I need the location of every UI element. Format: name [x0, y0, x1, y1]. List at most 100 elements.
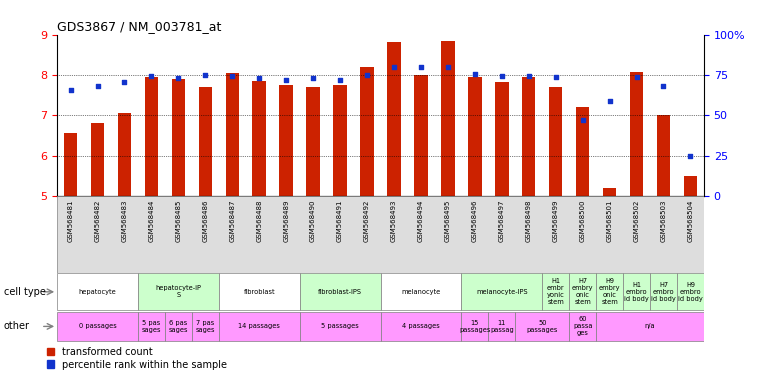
- Text: GDS3867 / NM_003781_at: GDS3867 / NM_003781_at: [57, 20, 221, 33]
- Bar: [603, 188, 616, 196]
- Bar: [64, 133, 78, 196]
- Text: GSM568485: GSM568485: [175, 200, 181, 242]
- Text: GSM568498: GSM568498: [526, 200, 532, 242]
- Bar: [569, 312, 596, 341]
- Text: H7
embry
onic
stem: H7 embry onic stem: [572, 278, 594, 305]
- Bar: [300, 273, 380, 310]
- Point: [280, 77, 292, 83]
- Bar: [91, 123, 104, 196]
- Bar: [489, 312, 515, 341]
- Point: [549, 74, 562, 80]
- Point: [442, 64, 454, 70]
- Text: other: other: [4, 321, 30, 331]
- Text: 50
passages: 50 passages: [527, 320, 558, 333]
- Bar: [172, 79, 185, 196]
- Text: GSM568491: GSM568491: [337, 200, 343, 242]
- Text: hepatocyte: hepatocyte: [78, 289, 116, 295]
- Point: [172, 75, 184, 81]
- Bar: [495, 82, 508, 196]
- Text: n/a: n/a: [645, 323, 655, 329]
- Bar: [387, 42, 401, 196]
- Text: GSM568503: GSM568503: [661, 200, 667, 242]
- Bar: [414, 75, 428, 196]
- Text: H1
embro
id body: H1 embro id body: [624, 282, 649, 302]
- Bar: [118, 113, 131, 196]
- Text: GSM568490: GSM568490: [310, 200, 316, 242]
- Text: H7
embro
id body: H7 embro id body: [651, 282, 676, 302]
- Bar: [441, 41, 454, 196]
- Bar: [253, 81, 266, 196]
- Text: 7 pas
sages: 7 pas sages: [196, 320, 215, 333]
- Text: GSM568489: GSM568489: [283, 200, 289, 242]
- Text: fibroblast: fibroblast: [244, 289, 275, 295]
- Point: [65, 87, 77, 93]
- Bar: [333, 85, 347, 196]
- Text: GSM568502: GSM568502: [634, 200, 639, 242]
- Point: [253, 75, 266, 81]
- Text: GSM568501: GSM568501: [607, 200, 613, 242]
- Bar: [199, 87, 212, 196]
- Text: GSM568497: GSM568497: [498, 200, 505, 242]
- Point: [415, 64, 427, 70]
- Point: [119, 79, 131, 85]
- Bar: [461, 273, 542, 310]
- Text: cell type: cell type: [4, 287, 46, 297]
- Point: [469, 71, 481, 77]
- Text: 60
passa
ges: 60 passa ges: [573, 316, 592, 336]
- Text: GSM568486: GSM568486: [202, 200, 209, 242]
- Bar: [683, 176, 697, 196]
- Point: [630, 74, 642, 80]
- Bar: [138, 273, 219, 310]
- Bar: [165, 312, 192, 341]
- Text: GSM568500: GSM568500: [580, 200, 586, 242]
- Bar: [225, 73, 239, 196]
- Bar: [380, 312, 461, 341]
- Point: [361, 72, 373, 78]
- Bar: [657, 115, 670, 196]
- Text: GSM568482: GSM568482: [94, 200, 100, 242]
- Bar: [219, 273, 300, 310]
- Bar: [192, 312, 219, 341]
- Text: GSM568499: GSM568499: [552, 200, 559, 242]
- Bar: [307, 87, 320, 196]
- Bar: [522, 77, 536, 196]
- Text: GSM568504: GSM568504: [687, 200, 693, 242]
- Text: H1
embr
yonic
stem: H1 embr yonic stem: [547, 278, 565, 305]
- Bar: [145, 77, 158, 196]
- Text: 5 pas
sages: 5 pas sages: [142, 320, 161, 333]
- Text: H9
embro
id body: H9 embro id body: [678, 282, 703, 302]
- Bar: [576, 107, 589, 196]
- Text: melanocyte: melanocyte: [401, 289, 441, 295]
- Bar: [650, 273, 677, 310]
- Text: GSM568488: GSM568488: [256, 200, 263, 242]
- Bar: [677, 273, 704, 310]
- Text: GSM568495: GSM568495: [445, 200, 451, 242]
- Text: GSM568483: GSM568483: [122, 200, 127, 242]
- Bar: [461, 312, 489, 341]
- Point: [307, 75, 319, 81]
- Bar: [300, 312, 380, 341]
- Text: hepatocyte-iP
S: hepatocyte-iP S: [155, 285, 202, 298]
- Text: GSM568481: GSM568481: [68, 200, 74, 242]
- Bar: [543, 273, 569, 310]
- Legend: transformed count, percentile rank within the sample: transformed count, percentile rank withi…: [46, 347, 228, 369]
- Point: [495, 73, 508, 79]
- Bar: [57, 312, 138, 341]
- Text: fibroblast-IPS: fibroblast-IPS: [318, 289, 362, 295]
- Point: [226, 73, 238, 79]
- Bar: [515, 312, 569, 341]
- Text: 15
passages: 15 passages: [459, 320, 491, 333]
- Bar: [630, 72, 643, 196]
- Point: [145, 73, 158, 79]
- Point: [684, 153, 696, 159]
- Point: [91, 83, 103, 89]
- Text: 5 passages: 5 passages: [321, 323, 359, 329]
- Point: [523, 73, 535, 79]
- Text: 6 pas
sages: 6 pas sages: [169, 320, 188, 333]
- Text: GSM568492: GSM568492: [364, 200, 370, 242]
- Text: GSM568484: GSM568484: [148, 200, 154, 242]
- Point: [199, 72, 212, 78]
- Text: GSM568493: GSM568493: [391, 200, 397, 242]
- Bar: [596, 312, 704, 341]
- Bar: [569, 273, 596, 310]
